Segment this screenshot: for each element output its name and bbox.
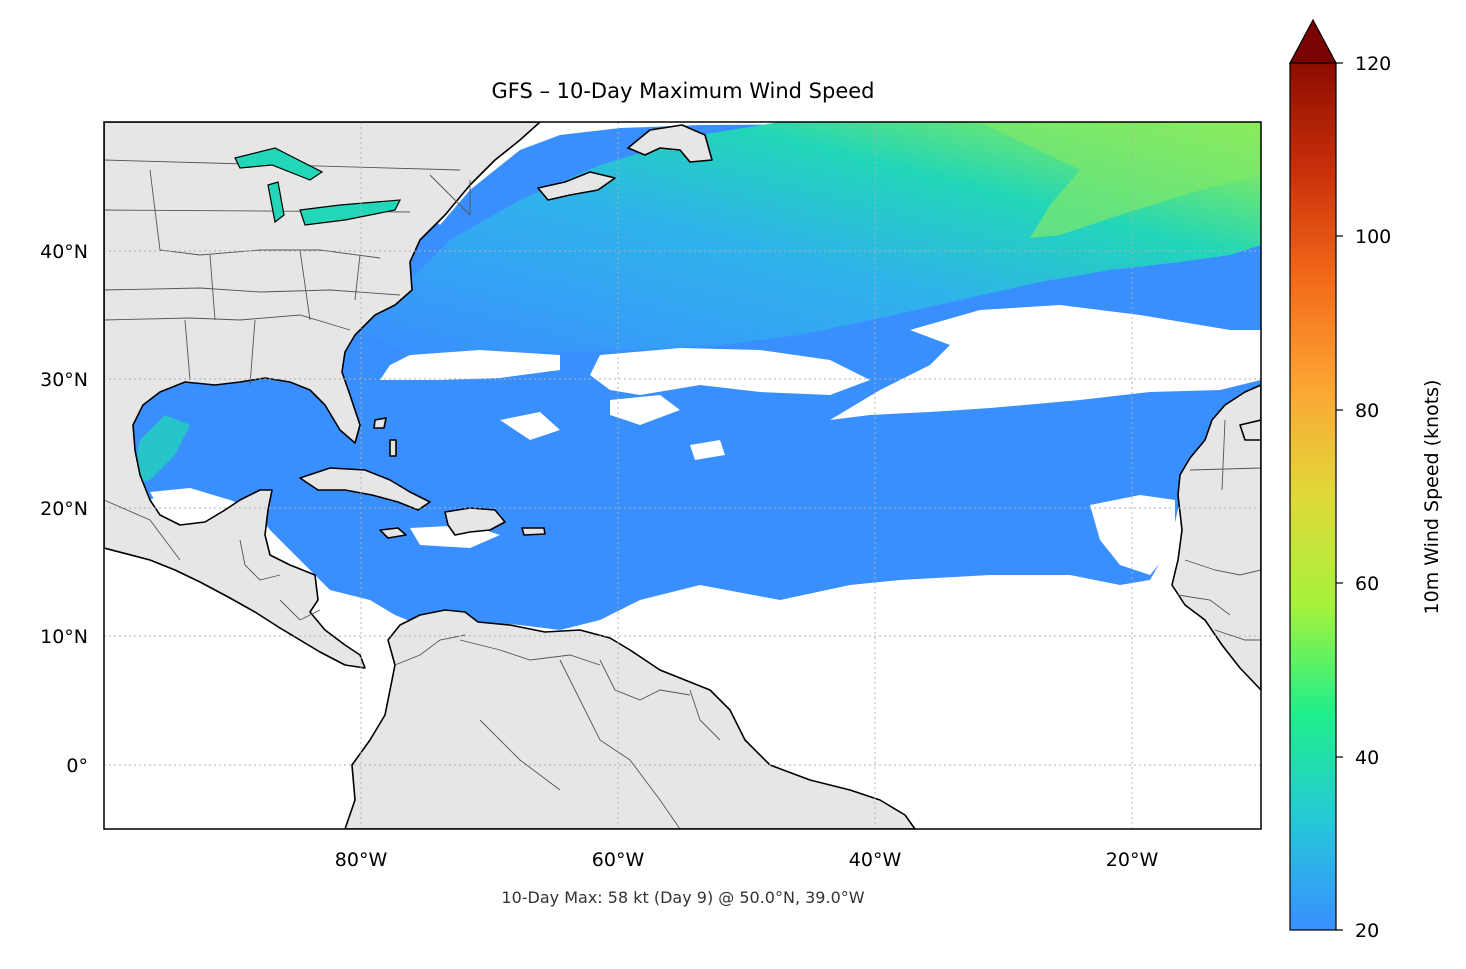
map-area (104, 122, 1261, 829)
nova-scotia (537, 171, 616, 201)
lat-tick-label: 20°N (40, 498, 88, 520)
jamaica (379, 527, 407, 539)
wind-gulf-coast (130, 415, 190, 485)
colorbar-tick-label: 40 (1355, 747, 1379, 769)
land (104, 122, 1261, 829)
lon-tick-label: 60°W (592, 849, 645, 871)
map-frame (103, 121, 1262, 830)
colorbar: 20 40 60 80 100 120 10m Wind Speed (knot… (1288, 18, 1443, 942)
colorbar-tick-labels: 20 40 60 80 100 120 (1355, 53, 1391, 942)
colorbar-tick-label: 60 (1355, 573, 1379, 595)
lon-tick-label: 40°W (849, 849, 902, 871)
puerto-rico (521, 527, 546, 536)
lon-tick-labels: 80°W 60°W 40°W 20°W (335, 849, 1159, 871)
colorbar-tick-label: 120 (1355, 53, 1391, 75)
lon-tick-label: 80°W (335, 849, 388, 871)
lat-tick-label: 30°N (40, 369, 88, 391)
hispaniola (444, 507, 506, 536)
colorbar-tick-label: 100 (1355, 226, 1391, 248)
lon-tick-label: 20°W (1106, 849, 1159, 871)
lat-tick-labels: 40°N 30°N 20°N 10°N 0° (40, 241, 88, 777)
newfoundland (627, 124, 713, 163)
calm-regions (150, 305, 1261, 575)
wind-jet-core (980, 122, 1261, 238)
cuba (299, 467, 431, 511)
colorbar-extend-arrow (1288, 18, 1338, 64)
lat-tick-label: 10°N (40, 626, 88, 648)
south-america (344, 609, 916, 829)
colorbar-label: 10m Wind Speed (knots) (1421, 380, 1443, 615)
cape-verde-coast (1239, 419, 1261, 441)
colorbar-tick-label: 20 (1355, 920, 1379, 942)
africa (1171, 384, 1261, 691)
chart-title: GFS – 10-Day Maximum Wind Speed (491, 79, 874, 103)
lat-tick-label: 40°N (40, 241, 88, 263)
lat-tick-label: 0° (66, 755, 88, 777)
great-lakes (234, 147, 402, 226)
max-wind-footnote: 10-Day Max: 58 kt (Day 9) @ 50.0°N, 39.0… (501, 888, 864, 907)
colorbar-tick-label: 80 (1355, 400, 1379, 422)
colorbar-gradient (1289, 62, 1337, 931)
north-america (104, 122, 541, 669)
bahamas (373, 417, 397, 457)
colorbar-ticks (1336, 62, 1343, 931)
